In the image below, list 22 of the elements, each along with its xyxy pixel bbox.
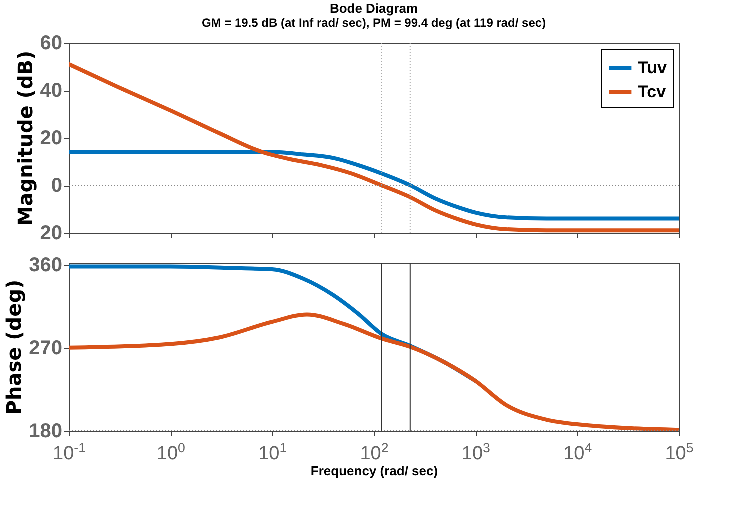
y-tick-label: 40 [40, 80, 62, 102]
x-tick-label: 10$^{4}$ [564, 440, 592, 464]
x-tick-label: 10$^{2}$ [360, 440, 389, 464]
x-tick-label: 10$^{3}$ [462, 440, 490, 464]
x-tick-label: 10$^{1}$ [258, 440, 288, 464]
y-tick-label: 270 [29, 337, 62, 360]
y-tick-label: 60 [40, 32, 62, 54]
legend-label: Tuv [638, 58, 668, 78]
x-tick-label: 10$^{0}$ [156, 440, 186, 464]
chart-title: Bode Diagram [330, 1, 418, 16]
y-tick-label: 0 [51, 175, 62, 197]
y-tick-label: 180 [29, 420, 62, 442]
x-tick-label: 10$^{5}$ [665, 440, 694, 464]
y-tick-label: 360 [29, 254, 62, 276]
legend-label: Tcv [638, 82, 667, 102]
chart-subtitle: GM = 19.5 dB (at Inf rad/ sec), PM = 99.4 deg (at 119 rad/ sec) [202, 16, 546, 30]
x-axis-title: Frequency (rad/ sec) [310, 464, 438, 478]
y-axis-title: Phase (deg) [2, 280, 26, 416]
y-tick-label: 20 [40, 128, 62, 150]
y-tick-label: 20 [40, 222, 62, 244]
y-axis-title: Magnitude (dB) [13, 50, 38, 226]
x-tick-label: 10$^{-1}$ [53, 440, 86, 464]
